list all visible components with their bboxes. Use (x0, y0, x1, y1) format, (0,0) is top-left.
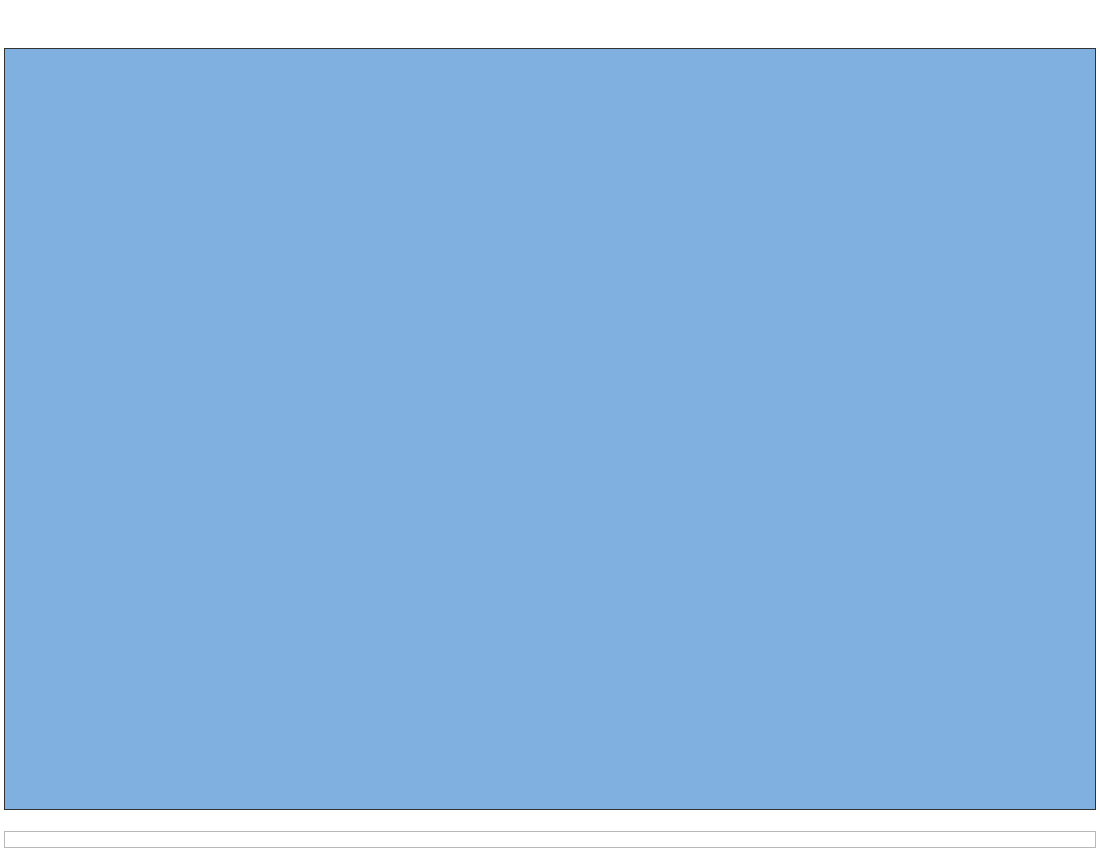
header-bar (0, 0, 1100, 48)
color-scale-tick-labels (4, 812, 1096, 831)
map-borders-overlay (5, 49, 1095, 809)
color-scale-legend (4, 812, 1096, 850)
temperature-field-canvas (5, 49, 1095, 809)
color-scale-strip[interactable] (4, 831, 1096, 848)
temperature-map[interactable] (4, 48, 1096, 810)
